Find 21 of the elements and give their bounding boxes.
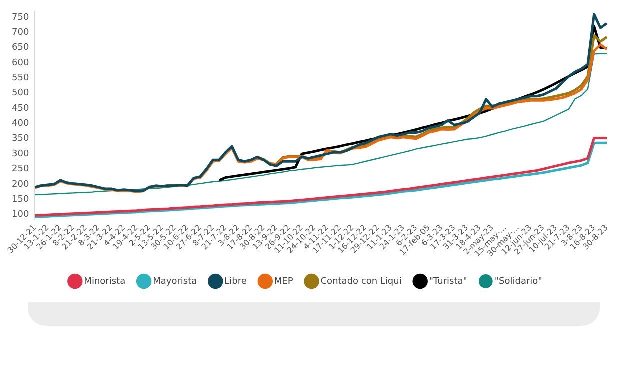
y-tick-label: 550 — [12, 74, 30, 84]
legend-label: MEP — [274, 276, 294, 287]
legend-label: Contado con Liqui — [320, 276, 402, 287]
y-tick-label: 650 — [12, 43, 30, 54]
legend-label: "Solidario" — [494, 276, 542, 287]
y-tick-label: 600 — [12, 58, 30, 68]
y-tick-label: 150 — [12, 194, 30, 205]
y-tick-label: 750 — [12, 12, 30, 23]
y-tick-label: 350 — [12, 134, 30, 144]
y-tick-label: 700 — [12, 28, 30, 38]
legend-label: Mayorista — [153, 276, 198, 287]
y-tick-label: 400 — [12, 119, 30, 130]
y-tick-label: 250 — [12, 164, 30, 175]
y-tick-label: 500 — [12, 88, 30, 99]
legend-label: Minorista — [84, 276, 126, 287]
legend-label: Libre — [224, 276, 248, 287]
y-tick-label: 300 — [12, 149, 30, 160]
y-tick-label: 200 — [12, 180, 30, 190]
legend-label: "Turista" — [429, 276, 468, 287]
y-tick-label: 450 — [12, 104, 30, 114]
y-tick-label: 100 — [12, 210, 30, 220]
